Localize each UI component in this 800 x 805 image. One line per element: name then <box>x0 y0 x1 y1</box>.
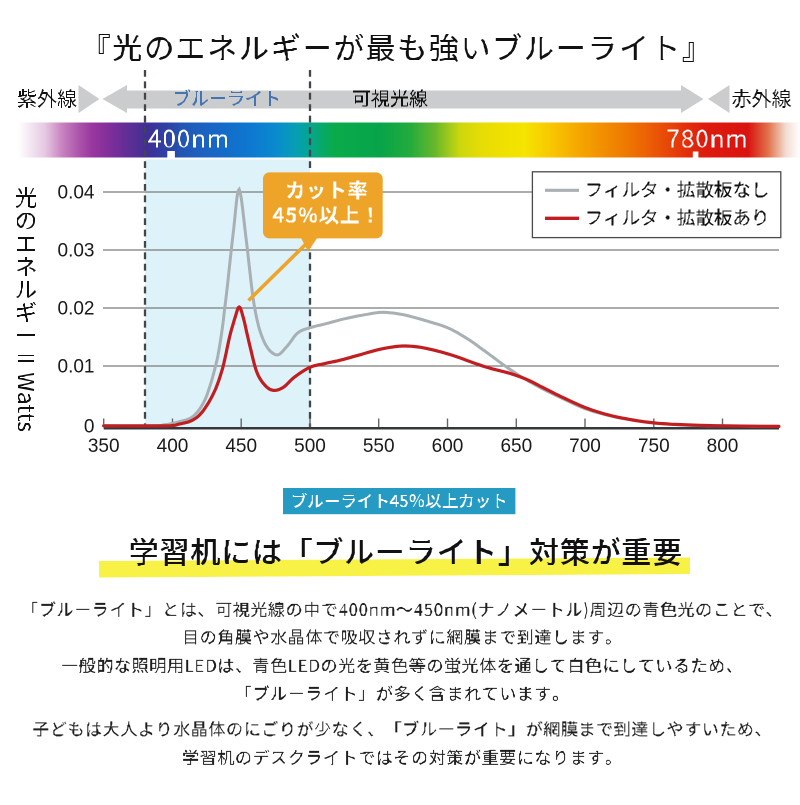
svg-text:0.03: 0.03 <box>58 241 95 262</box>
svg-text:750: 750 <box>638 436 670 457</box>
svg-text:800: 800 <box>707 436 739 457</box>
svg-text:600: 600 <box>432 436 464 457</box>
svg-text:550: 550 <box>363 436 395 457</box>
svg-text:0.01: 0.01 <box>58 357 95 378</box>
svg-text:450: 450 <box>225 436 257 457</box>
svg-text:0: 0 <box>84 417 95 438</box>
svg-text:650: 650 <box>500 436 532 457</box>
svg-text:700: 700 <box>569 436 601 457</box>
svg-text:350: 350 <box>88 436 120 457</box>
svg-text:0.04: 0.04 <box>58 183 95 204</box>
svg-text:400: 400 <box>157 436 189 457</box>
svg-text:0.02: 0.02 <box>58 299 95 320</box>
svg-text:500: 500 <box>294 436 326 457</box>
